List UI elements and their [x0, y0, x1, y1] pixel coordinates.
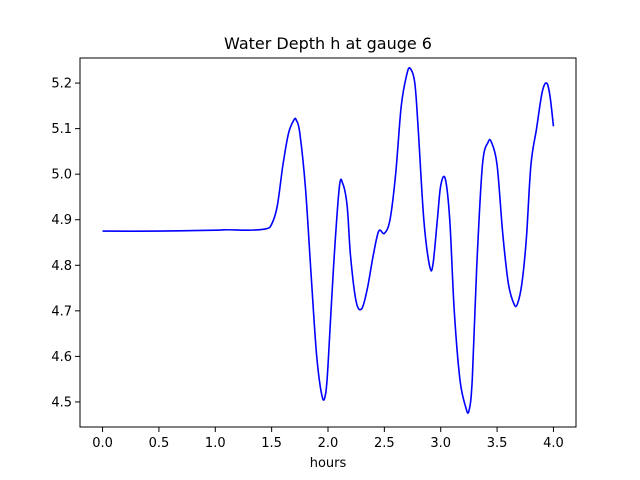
y-tick-label: 4.6	[51, 350, 72, 365]
x-tick-label: 3.5	[487, 436, 508, 451]
x-tick-label: 1.0	[205, 436, 226, 451]
x-tick-label: 0.5	[149, 436, 170, 451]
y-tick-label: 4.5	[51, 395, 72, 410]
chart-title: Water Depth h at gauge 6	[224, 34, 432, 53]
x-tick-label: 2.0	[318, 436, 339, 451]
series-line	[102, 67, 555, 414]
y-tick-label: 4.8	[51, 259, 72, 274]
y-tick-label: 5.1	[51, 122, 72, 137]
y-tick-label: 5.0	[51, 168, 72, 183]
x-tick-label: 4.0	[543, 436, 564, 451]
y-tick-label: 5.2	[51, 77, 72, 92]
x-tick-label: 1.5	[261, 436, 282, 451]
y-tick-label: 4.7	[51, 304, 72, 319]
x-tick-label: 2.5	[374, 436, 395, 451]
plot-area	[102, 67, 555, 414]
axes-frame	[79, 57, 577, 428]
y-tick-label: 4.9	[51, 213, 72, 228]
axis-ticks: 0.0 0.5 1.0 1.5 2.0 2.5 3.0 3.5 4.0 4.5 4.6 4.7 4.8 4…	[51, 77, 563, 451]
x-axis-label: hours	[310, 456, 347, 471]
x-tick-label: 0.0	[92, 436, 113, 451]
x-tick-label: 3.0	[430, 436, 451, 451]
